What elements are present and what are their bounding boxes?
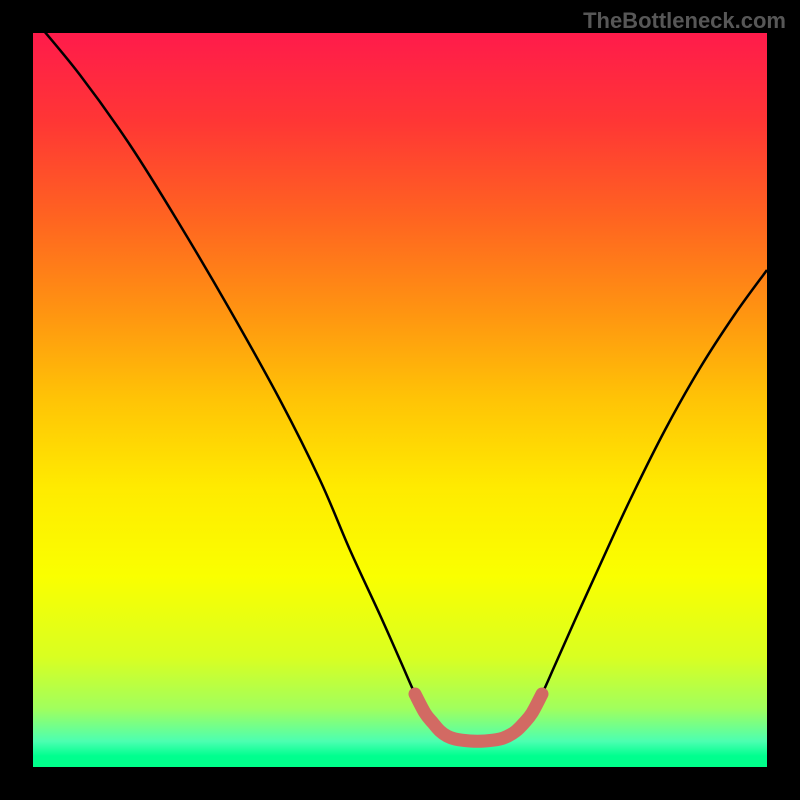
chart-area <box>0 0 800 800</box>
watermark-text: TheBottleneck.com <box>583 8 786 34</box>
chart-container: TheBottleneck.com <box>0 0 800 800</box>
chart-background <box>33 33 767 767</box>
chart-svg <box>0 0 800 800</box>
